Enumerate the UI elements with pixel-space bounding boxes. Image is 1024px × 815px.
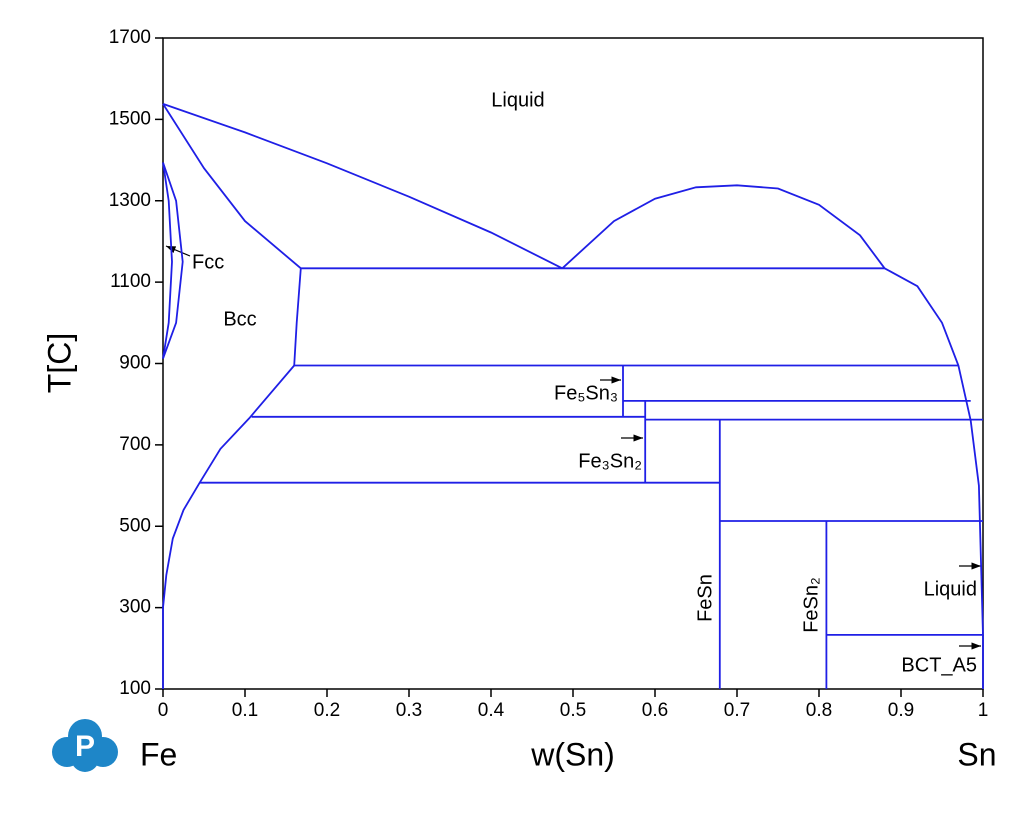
phase-boundary bbox=[162, 103, 563, 270]
x-tick-label: 0.1 bbox=[232, 700, 258, 721]
x-tick-label: 0.6 bbox=[642, 700, 668, 721]
x-tick-label: 0.2 bbox=[314, 700, 340, 721]
phase-label: Bcc bbox=[223, 308, 256, 330]
x-tick-label: 0.3 bbox=[396, 700, 422, 721]
phase-label: Fe₅Sn₃ bbox=[554, 382, 618, 404]
y-tick-label: 1700 bbox=[109, 27, 151, 48]
y-tick-label: 1100 bbox=[110, 271, 151, 292]
y-tick-label: 500 bbox=[119, 515, 151, 536]
phase-boundary bbox=[162, 364, 295, 689]
phase-label: Fcc bbox=[192, 251, 224, 273]
plot-frame bbox=[162, 37, 984, 690]
element-label: Sn bbox=[957, 736, 996, 772]
element-label: Fe bbox=[140, 736, 177, 772]
y-tick-label: 1300 bbox=[109, 190, 151, 211]
phase-boundary bbox=[162, 103, 302, 366]
x-tick-label: 1 bbox=[978, 700, 989, 721]
arrows bbox=[165, 245, 981, 650]
y-axis-label: T[C] bbox=[41, 333, 77, 393]
x-tick-label: 0.7 bbox=[724, 700, 750, 721]
phase-label: FeSn bbox=[694, 574, 716, 622]
x-tick-label: 0.5 bbox=[560, 700, 586, 721]
y-tick-label: 300 bbox=[119, 597, 151, 618]
y-tick-label: 700 bbox=[119, 434, 151, 455]
y-tick-label: 1500 bbox=[109, 108, 151, 129]
phase-boundary bbox=[162, 162, 184, 359]
y-tick-label: 900 bbox=[119, 353, 151, 374]
y-tick-label: 100 bbox=[119, 678, 151, 699]
x-tick-label: 0.9 bbox=[888, 700, 914, 721]
phase-label: Fe₃Sn₂ bbox=[578, 450, 642, 472]
phase-label: BCT_A5 bbox=[901, 654, 977, 676]
phase-label: Liquid bbox=[924, 578, 977, 600]
x-tick-label: 0.4 bbox=[478, 700, 505, 721]
phase-boundary bbox=[162, 162, 173, 359]
logo-letter: P bbox=[75, 730, 95, 763]
x-tick-label: 0 bbox=[158, 700, 169, 721]
x-tick-label: 0.8 bbox=[806, 700, 832, 721]
x-axis-label: w(Sn) bbox=[530, 736, 615, 772]
phase-boundary bbox=[561, 184, 886, 269]
logo: P bbox=[52, 719, 118, 772]
phase-label: FeSn₂ bbox=[800, 577, 822, 633]
phase-label: Liquid bbox=[491, 89, 544, 111]
